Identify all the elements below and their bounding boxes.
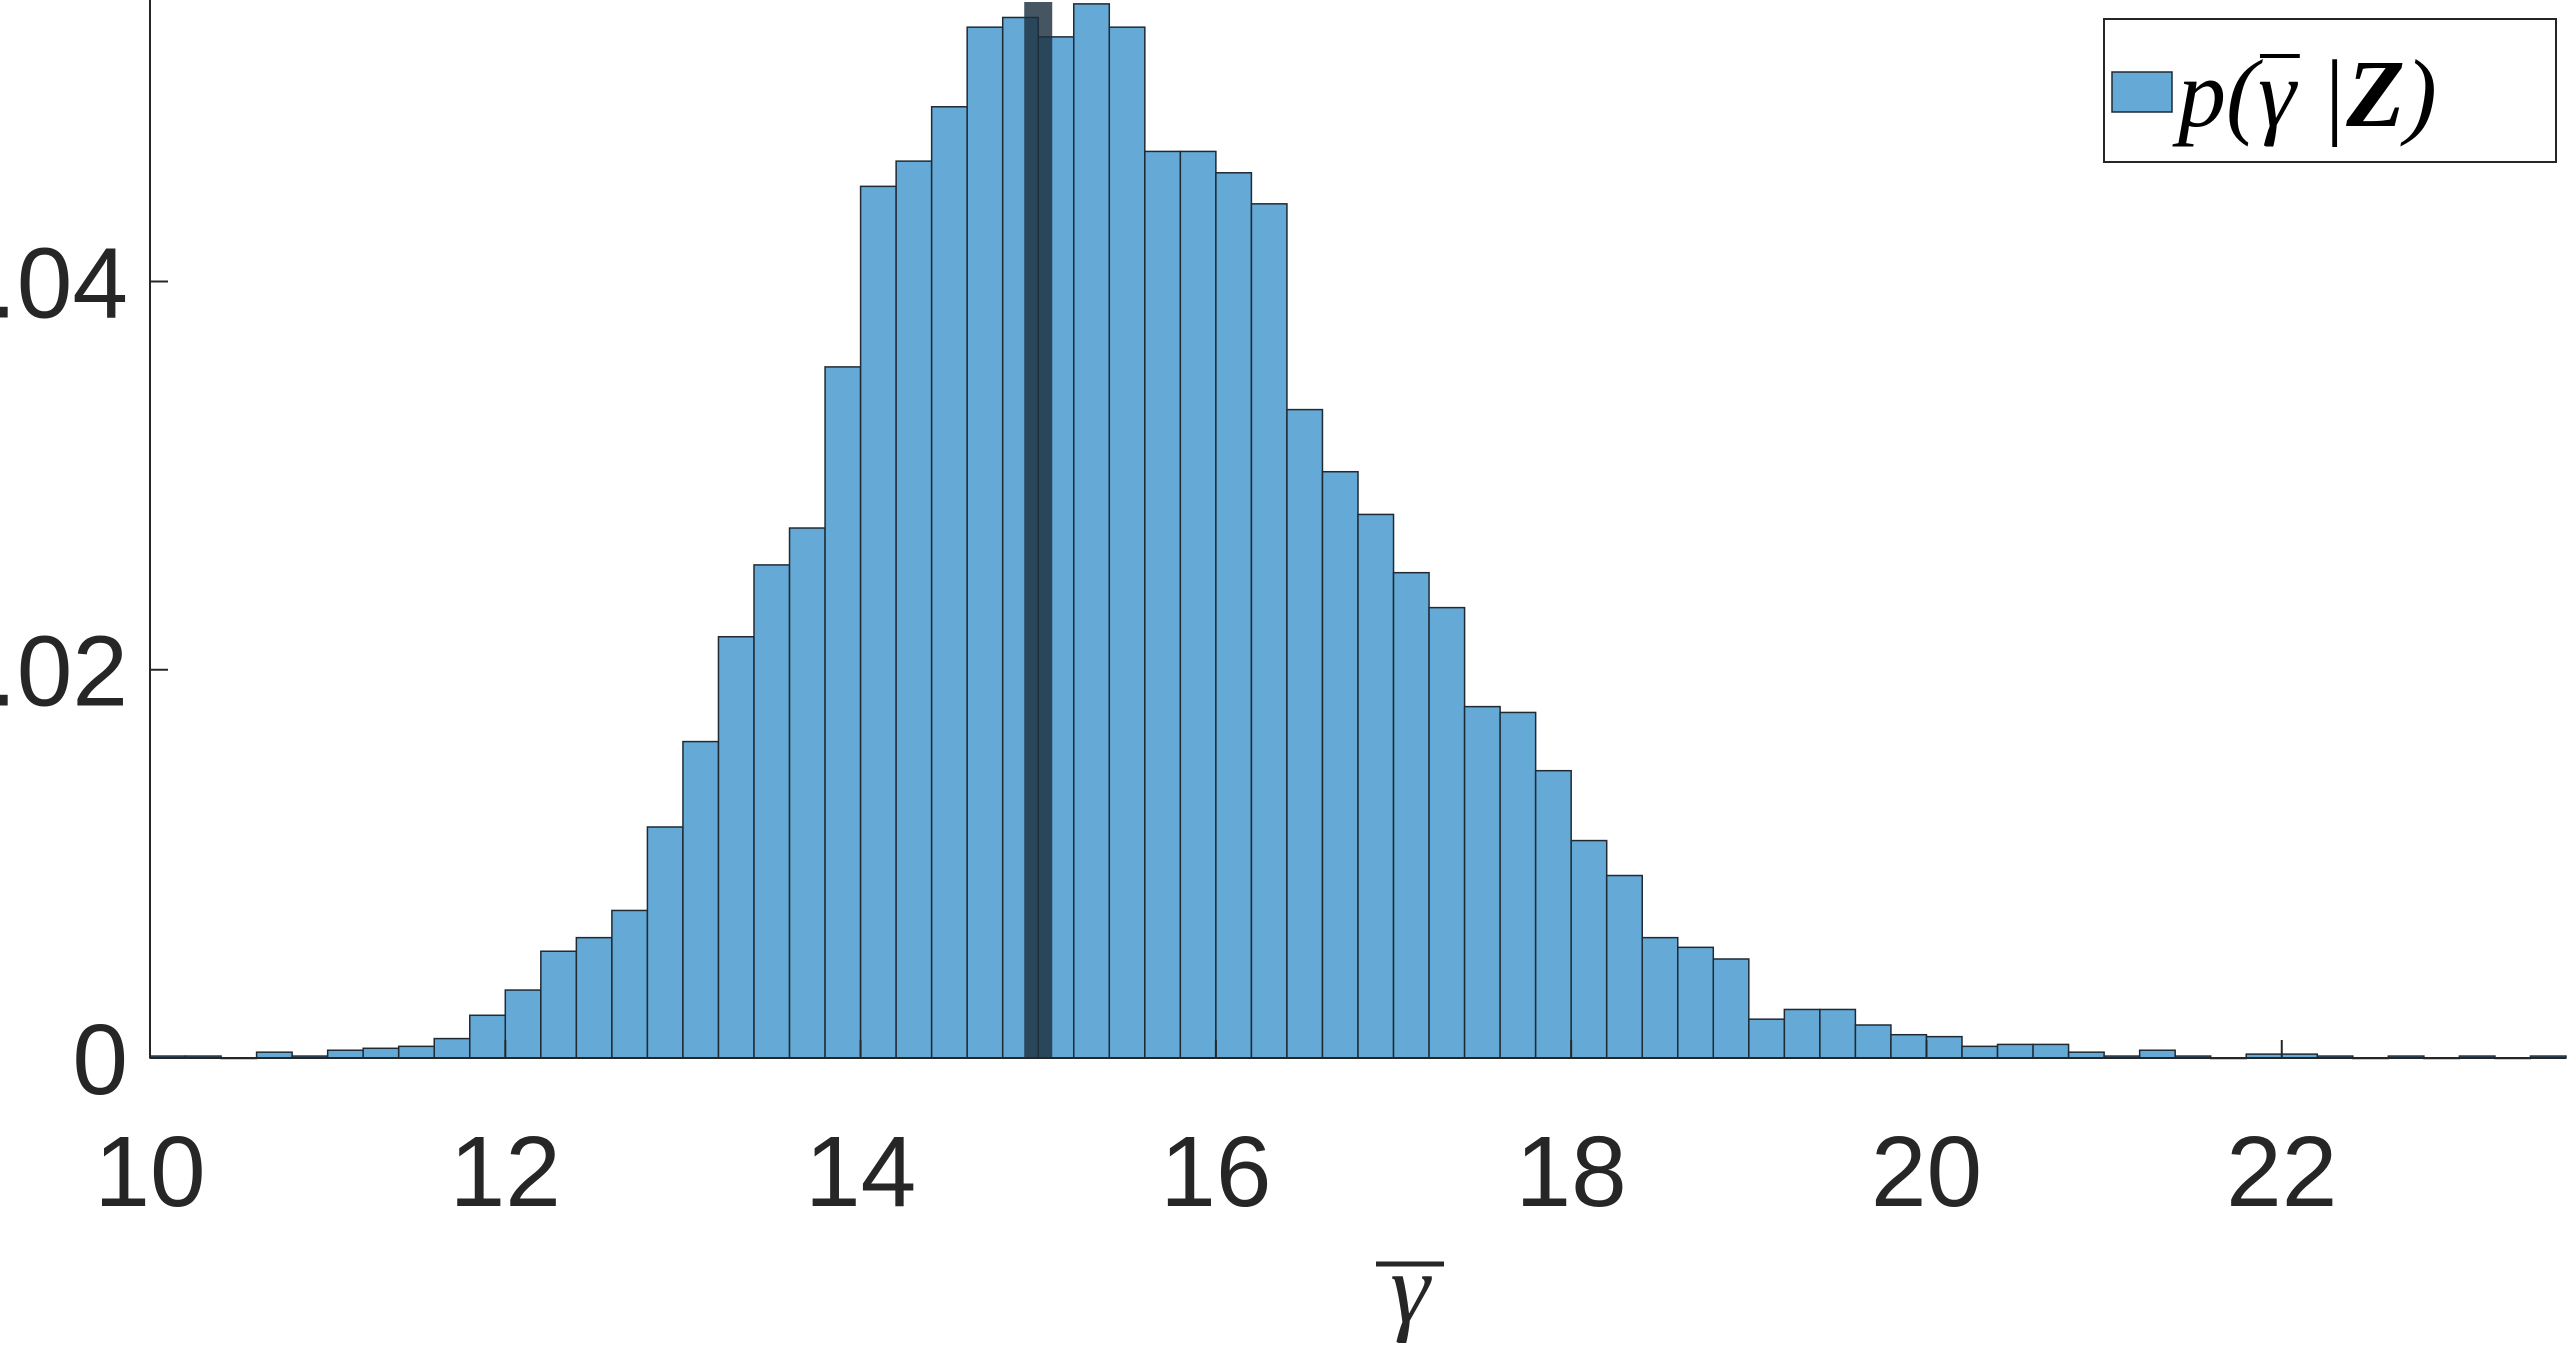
histogram-bar [895,160,933,1059]
histogram-bar [1357,513,1395,1059]
legend: p(γ |Z) [2103,18,2557,163]
histogram-bar [1605,874,1643,1059]
histogram-bar [1108,26,1146,1059]
histogram-bar [1534,769,1572,1059]
x-axis-ticks: 10 12 14 16 18 20 22 [94,1040,2337,1228]
histogram-bar [2032,1043,2070,1059]
histogram-bar [1428,606,1466,1059]
histogram-bar [859,185,897,1059]
histogram-bar [540,950,578,1059]
histogram-bar [1179,150,1217,1059]
x-tick-label: 12 [450,1116,561,1228]
legend-label-suffix: ) [2400,40,2437,147]
x-axis-label: γ [1376,1233,1444,1344]
histogram-bar [682,740,720,1059]
histogram-bar [2138,1049,2176,1059]
y-tick-label: 0 [72,1004,128,1116]
histogram-bar [1854,1024,1892,1059]
histogram-bar [1286,408,1324,1059]
histogram-bar [1748,1018,1786,1059]
y-axis-ticks: 0 0.02 0.04 [0,227,168,1116]
y-tick-label: 0.04 [0,227,128,339]
histogram-bar [824,366,862,1059]
legend-entry-label: p(γ |Z) [2172,40,2437,147]
histogram-bar [1677,946,1715,1059]
histogram-bar [397,1045,435,1059]
histogram-bar [1996,1043,2034,1059]
histogram-bar [753,564,791,1059]
histogram-bar [1215,172,1253,1059]
histogram-bar [1890,1033,1928,1059]
histogram-bar [504,989,542,1059]
x-tick-label: 20 [1871,1116,1982,1228]
histogram-bar [1783,1008,1821,1059]
histogram-bar [611,909,649,1059]
x-tick-label: 14 [805,1116,916,1228]
legend-label-symbol: γ [2258,40,2298,147]
legend-label-bold: Z [2345,40,2405,147]
histogram-bar [1641,936,1679,1059]
histogram-bar [1961,1045,1999,1059]
x-tick-label: 22 [2226,1116,2337,1228]
histogram-bar [1392,571,1430,1059]
histogram-bar [1819,1008,1857,1059]
x-tick-label: 18 [1516,1116,1627,1228]
x-tick-label: 10 [94,1116,205,1228]
histogram-bar [433,1037,471,1059]
histogram-bar [362,1047,400,1059]
histogram-bar [1925,1035,1963,1059]
legend-box [2103,18,2557,163]
legend-label-prefix: p( [2172,40,2263,147]
histogram-bar [1144,150,1182,1059]
legend-label-mid: | [2296,40,2346,147]
x-axis-label-text: γ [1390,1233,1432,1344]
histogram-bar [326,1049,364,1059]
histogram-bar [966,26,1004,1059]
histogram-bar [788,527,826,1059]
legend-swatch [2111,71,2173,113]
histogram-bar [930,106,968,1059]
histogram-bar [646,826,684,1059]
true-value-marker [1024,2,1053,1058]
histogram-bar [1570,839,1608,1059]
histogram-bar [717,635,755,1059]
histogram-bar [1712,958,1750,1059]
histogram-bar [1321,470,1359,1059]
x-tick-label: 16 [1160,1116,1271,1228]
histogram-bar [469,1014,507,1059]
histogram-bar [575,936,613,1059]
histogram-bar [1250,203,1288,1059]
histogram-bar [1463,705,1501,1059]
histogram-bar [1499,711,1537,1059]
y-tick-label: 0.02 [0,616,128,728]
histogram-bar [1073,3,1111,1059]
